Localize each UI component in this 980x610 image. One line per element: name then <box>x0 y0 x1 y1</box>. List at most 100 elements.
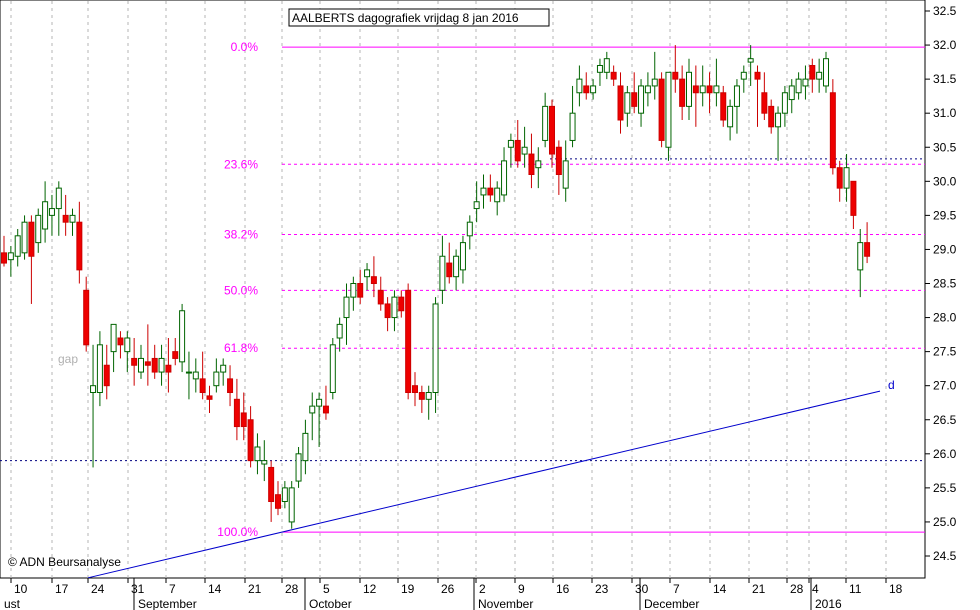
x-month-label-5: 2016 <box>815 597 842 610</box>
y-tick-label-15: 32.0 <box>933 38 957 52</box>
candle-96 <box>658 72 665 148</box>
candle-105 <box>720 85 727 127</box>
candle-19 <box>131 338 138 386</box>
candle-85 <box>583 72 590 100</box>
candle-4 <box>28 215 35 304</box>
x-day-label-9: 12 <box>363 582 377 596</box>
candle-22 <box>151 344 158 379</box>
candle-114 <box>781 85 788 127</box>
candle-123 <box>843 154 850 202</box>
x-day-label-11: 26 <box>441 582 455 596</box>
x-month-label-3: November <box>478 597 533 610</box>
candle-26 <box>179 303 186 373</box>
candle-124 <box>850 180 857 229</box>
candle-61 <box>418 385 425 413</box>
candle-27 <box>185 351 192 400</box>
x-day-label-1: 17 <box>55 582 69 596</box>
x-day-label-21: 4 <box>812 582 819 596</box>
candle-34 <box>233 378 240 441</box>
candle-93 <box>638 79 645 127</box>
candle-29 <box>199 351 206 400</box>
candle-15 <box>103 344 110 400</box>
y-tick-label-6: 27.5 <box>933 345 957 359</box>
fib-label-5: 100.0% <box>217 525 258 539</box>
y-tick-label-11: 30.0 <box>933 174 957 188</box>
candle-12 <box>83 276 90 352</box>
x-month-label-4: December <box>644 597 699 610</box>
candle-84 <box>576 65 583 107</box>
candle-111 <box>761 72 768 120</box>
candle-64 <box>439 235 446 304</box>
x-month-label-0: ust <box>4 597 21 610</box>
candle-79 <box>542 92 549 148</box>
candle-92 <box>631 72 638 114</box>
candle-82 <box>562 140 569 202</box>
fib-label-0: 0.0% <box>231 40 259 54</box>
candle-99 <box>679 65 686 120</box>
candle-1 <box>7 246 14 277</box>
candle-25 <box>172 338 179 366</box>
candle-3 <box>21 215 28 260</box>
y-tick-label-1: 25.0 <box>933 515 957 529</box>
candle-35 <box>240 392 247 441</box>
candle-37 <box>254 433 261 475</box>
fib-levels: 0.0% 23.6% 38.2% 50.0% 61.8% 100.0% <box>0 40 925 539</box>
x-day-label-17: 7 <box>673 582 680 596</box>
y-tick-label-5: 27.0 <box>933 379 957 393</box>
x-day-label-8: 5 <box>323 582 330 596</box>
candle-8 <box>55 181 62 236</box>
candle-119 <box>816 58 823 93</box>
candle-103 <box>706 72 713 114</box>
x-day-label-6: 21 <box>248 582 262 596</box>
x-day-label-16: 30 <box>635 582 649 596</box>
candle-53 <box>364 263 371 291</box>
candle-7 <box>48 194 55 236</box>
x-day-label-13: 9 <box>518 582 525 596</box>
candle-67 <box>459 235 466 284</box>
candle-66 <box>453 249 460 291</box>
candle-14 <box>96 331 103 407</box>
candle-115 <box>788 79 795 114</box>
candle-59 <box>405 283 412 400</box>
candle-46 <box>316 392 323 447</box>
candle-43 <box>295 447 302 488</box>
x-day-label-10: 19 <box>401 582 415 596</box>
y-tick-label-0: 24.5 <box>933 549 957 563</box>
candle-18 <box>124 331 131 373</box>
candle-38 <box>261 440 268 482</box>
trendline-label: d <box>888 378 895 392</box>
candle-88 <box>603 51 610 80</box>
candle-120 <box>823 51 829 93</box>
candle-74 <box>507 133 514 168</box>
candle-100 <box>686 58 692 120</box>
candle-101 <box>692 65 699 127</box>
candle-107 <box>733 79 740 134</box>
y-tick-label-8: 28.5 <box>933 277 957 291</box>
candle-48 <box>329 338 336 400</box>
candle-57 <box>391 290 398 332</box>
candle-32 <box>220 358 227 386</box>
candle-10 <box>69 208 76 236</box>
candle-49 <box>336 317 343 352</box>
candle-52 <box>357 269 364 304</box>
x-day-label-2: 24 <box>91 582 105 596</box>
candle-40 <box>275 481 281 516</box>
trendline <box>87 390 881 579</box>
candle-73 <box>501 147 508 202</box>
trend-line <box>87 390 881 579</box>
candle-125 <box>857 229 864 298</box>
x-day-label-20: 28 <box>790 582 804 596</box>
y-tick-label-9: 29.0 <box>933 242 957 256</box>
candle-2 <box>14 229 21 267</box>
candle-50 <box>343 283 350 345</box>
fib-label-3: 50.0% <box>224 283 258 297</box>
candle-5 <box>35 208 42 253</box>
y-tick-label-10: 29.5 <box>933 208 957 222</box>
candle-116 <box>795 72 802 100</box>
y-tick-label-7: 28.0 <box>933 311 957 325</box>
candle-102 <box>699 65 706 107</box>
candle-30 <box>206 385 213 413</box>
candle-47 <box>322 385 329 420</box>
candle-62 <box>425 385 432 420</box>
fib-label-1: 23.6% <box>224 157 258 171</box>
